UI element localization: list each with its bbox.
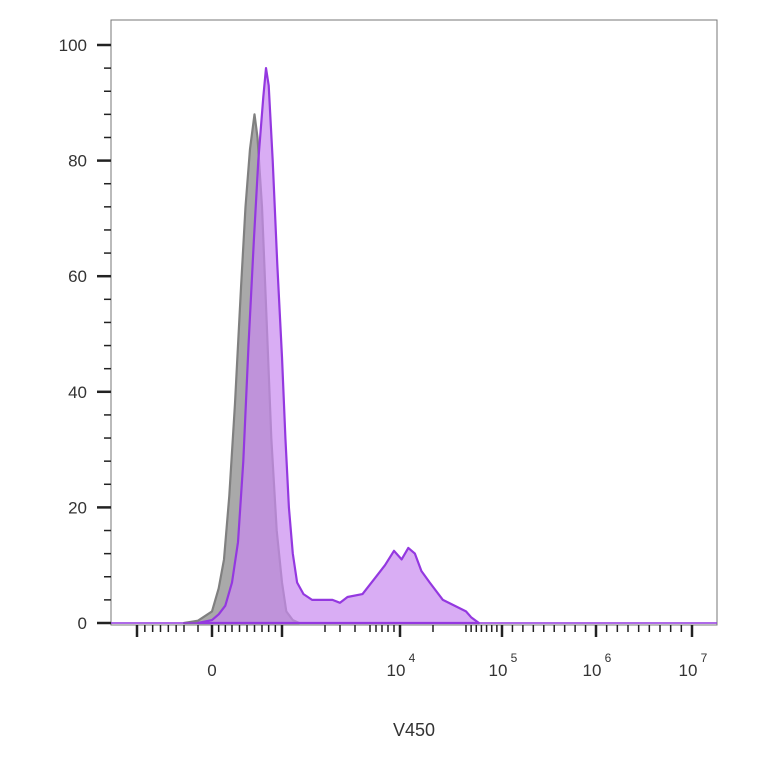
x-tick-exponent: 4: [409, 651, 416, 665]
x-axis-title: V450: [393, 720, 435, 740]
x-tick-label: 0: [207, 661, 216, 680]
histogram-series-2: [196, 67, 480, 625]
x-tick-exponent: 5: [511, 651, 518, 665]
x-tick-exponent: 7: [701, 651, 708, 665]
x-tick-label: 10: [387, 661, 406, 680]
x-tick-label: 10: [679, 661, 698, 680]
y-axis: 0 20 40 60 80 100: [59, 36, 111, 633]
x-tick-label: 10: [489, 661, 508, 680]
y-tick-label: 80: [68, 152, 87, 171]
y-tick-label: 0: [78, 614, 87, 633]
plot-area: [110, 19, 718, 626]
y-tick-label: 60: [68, 267, 87, 286]
x-tick-label: 10: [583, 661, 602, 680]
series-layer: [111, 67, 717, 625]
x-tick-exponent: 6: [605, 651, 612, 665]
y-tick-label: 20: [68, 498, 87, 517]
y-tick-label: 100: [59, 36, 87, 55]
y-tick-label: 40: [68, 383, 87, 402]
